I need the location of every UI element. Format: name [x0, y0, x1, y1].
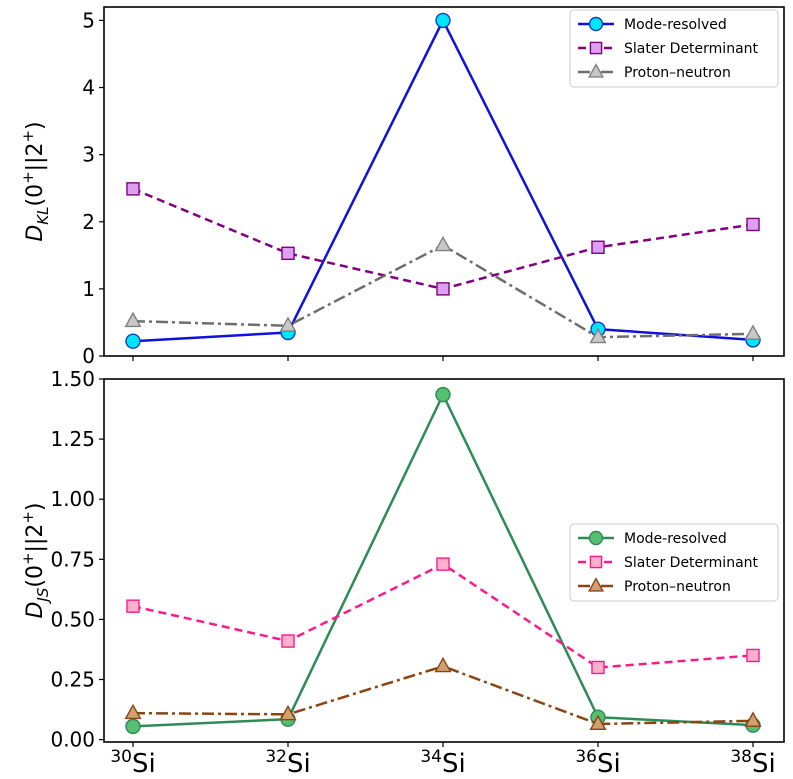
legend-marker [588, 530, 604, 546]
legend-marker [588, 16, 604, 32]
data-point [124, 311, 142, 328]
data-point [591, 240, 605, 254]
y-tick-label: 5 [82, 8, 95, 32]
legend: Mode-resolved Slater Determinant Proton–ne… [569, 523, 779, 602]
y-tick-label: 1 [82, 277, 95, 301]
data-point [435, 12, 451, 29]
legend-label: Slater Determinant [624, 41, 759, 57]
y-axis-label: DJS(0+||2+) [19, 502, 52, 618]
y-tick-label: 0.75 [50, 547, 95, 571]
data-point [125, 333, 141, 349]
plot-frame [103, 6, 785, 357]
legend-entry: Proton–neutron [578, 577, 731, 595]
series-3 [124, 656, 762, 730]
y-tick-label: 0.50 [50, 607, 95, 631]
series-2 [126, 182, 760, 296]
chart-panel-2: 0.00 0.25 0.50 0.75 1.00 1.25 1.50 30Si 32Si 34Si… [19, 367, 785, 779]
legend-label: Slater Determinant [624, 555, 759, 571]
y-tick-label: 1.50 [50, 367, 95, 391]
legend-marker [589, 555, 603, 569]
legend-entry: Slater Determinant [578, 555, 759, 571]
x-tick-label: 30Si [110, 747, 155, 779]
data-point [591, 660, 605, 675]
data-point [126, 599, 140, 613]
x-tick-label: 38Si [730, 747, 775, 779]
chart-panel-1: 0 1 2 3 4 5 DKL(0+||2+) Mode-resolved Slater Det… [19, 6, 785, 368]
y-tick-label: 4 [82, 76, 95, 100]
series-3 [124, 235, 762, 344]
data-point [279, 704, 297, 721]
x-tick-label: 34Si [420, 747, 465, 779]
legend-label: Mode-resolved [624, 17, 727, 33]
legend: Mode-resolved Slater Determinant Proton–ne… [569, 9, 779, 88]
x-tick-label: 36Si [575, 747, 620, 779]
legend-box [569, 523, 779, 602]
y-tick-label: 1.25 [50, 427, 95, 451]
y-tick-label: 1.00 [50, 487, 95, 511]
legend-marker [587, 577, 605, 592]
y-tick-label: 0 [82, 344, 95, 368]
y-tick-label: 0.00 [50, 728, 95, 752]
data-point [746, 217, 760, 232]
y-tick-label: 0.25 [50, 667, 95, 691]
data-point [125, 718, 141, 735]
data-point [126, 182, 140, 196]
data-point [434, 656, 452, 673]
legend-marker [587, 63, 605, 78]
data-point [589, 327, 607, 344]
data-point [436, 282, 450, 296]
data-point [589, 714, 607, 730]
y-axis-label: DKL(0+||2+) [19, 121, 52, 241]
data-point [746, 648, 760, 663]
data-point [281, 246, 295, 261]
legend-box [569, 9, 779, 88]
x-tick-label: 32Si [265, 747, 310, 779]
legend-entry: Slater Determinant [578, 41, 759, 57]
legend-entry: Mode-resolved [578, 530, 727, 547]
plot-frame [103, 378, 785, 743]
data-point [124, 703, 142, 720]
legend-label: Proton–neutron [624, 65, 731, 81]
data-point [279, 316, 297, 332]
legend-marker [589, 41, 603, 55]
data-point [435, 386, 451, 403]
y-tick-label: 3 [82, 143, 95, 167]
legend-entry: Proton–neutron [578, 63, 731, 81]
legend-label: Proton–neutron [624, 579, 731, 595]
data-point [281, 634, 295, 648]
data-point [744, 324, 762, 340]
data-point [434, 235, 452, 252]
legend-entry: Mode-resolved [578, 16, 727, 33]
data-point [436, 557, 450, 571]
data-point [744, 711, 762, 727]
series-2 [126, 557, 760, 675]
y-tick-label: 2 [82, 210, 95, 234]
series-line [132, 665, 754, 726]
legend-label: Mode-resolved [624, 531, 727, 547]
